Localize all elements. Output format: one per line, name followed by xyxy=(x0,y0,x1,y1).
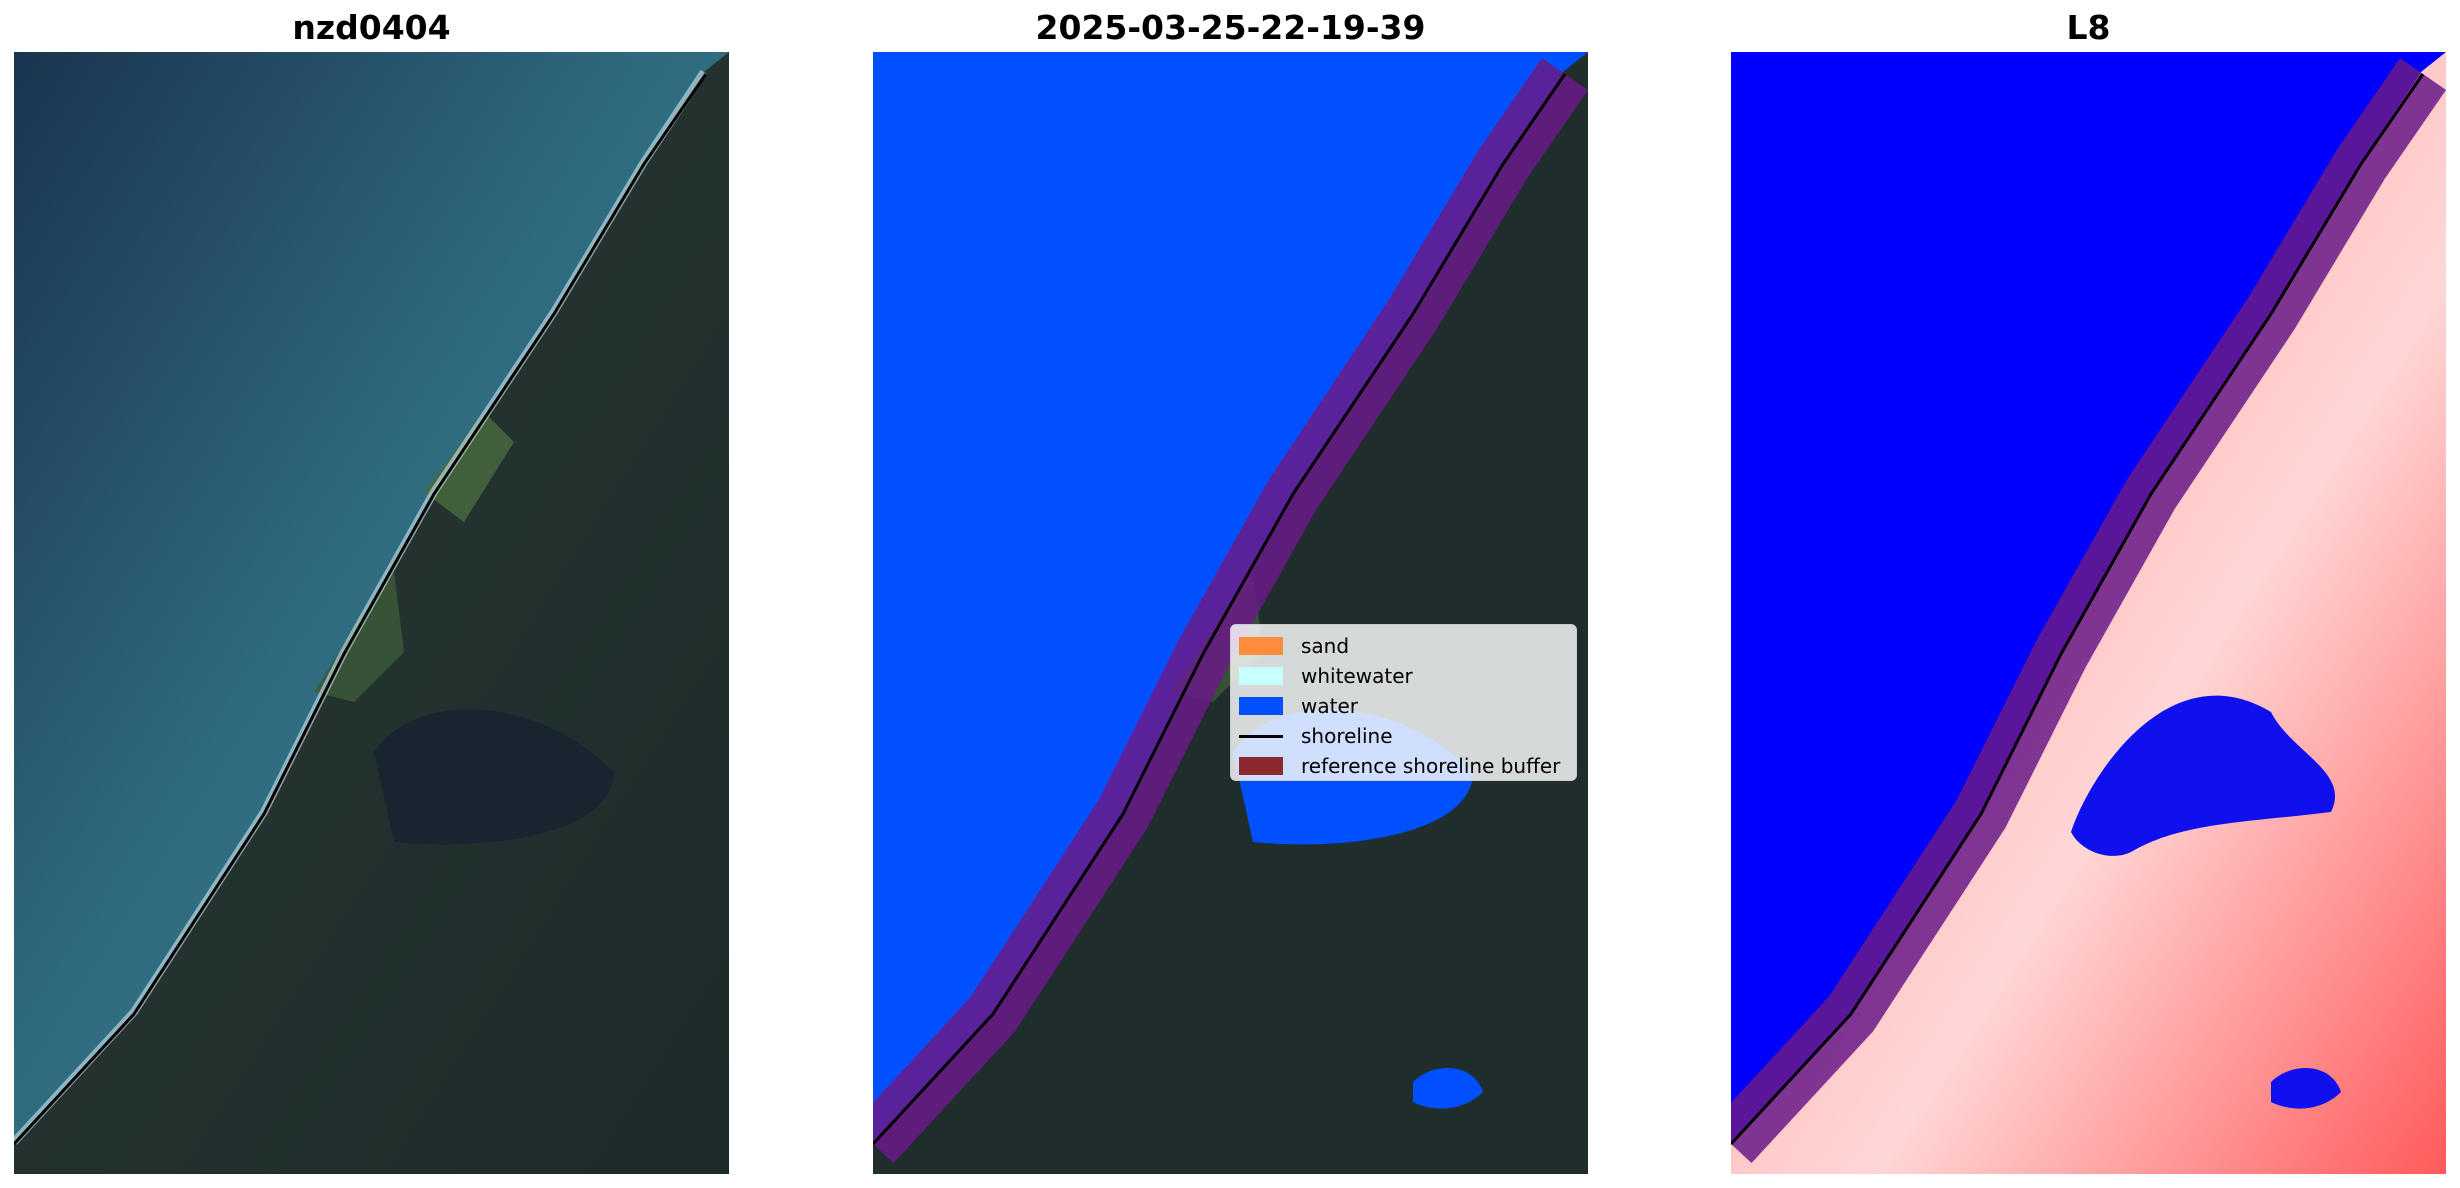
panel-rgb: nzd0404 xyxy=(14,0,729,1188)
legend-swatch-shoreline xyxy=(1239,734,1283,738)
panel-index: L8 xyxy=(1731,0,2446,1188)
legend-item-shoreline: shoreline xyxy=(1239,721,1568,751)
legend-label: reference shoreline buffer xyxy=(1301,754,1561,778)
legend-label: shoreline xyxy=(1301,724,1393,748)
panel-title: 2025-03-25-22-19-39 xyxy=(1035,8,1426,47)
legend-swatch-reference-buffer xyxy=(1239,757,1283,775)
legend-item-reference-buffer: reference shoreline buffer xyxy=(1239,751,1568,781)
panel-title: L8 xyxy=(2066,8,2111,47)
legend-label: sand xyxy=(1301,634,1350,658)
legend-label: water xyxy=(1301,694,1358,718)
legend-item-sand: sand xyxy=(1239,631,1568,661)
legend-label: whitewater xyxy=(1301,664,1413,688)
index-image xyxy=(1731,52,2446,1174)
panel-classified: 2025-03-25-22-19-39 xyxy=(873,0,1588,1188)
panel-title: nzd0404 xyxy=(292,8,451,47)
classified-image xyxy=(873,52,1588,1174)
legend-swatch-whitewater xyxy=(1239,667,1283,685)
legend-swatch-water xyxy=(1239,697,1283,715)
legend: sand whitewater water shoreline referenc… xyxy=(1230,624,1577,781)
legend-item-water: water xyxy=(1239,691,1568,721)
legend-swatch-sand xyxy=(1239,637,1283,655)
legend-item-whitewater: whitewater xyxy=(1239,661,1568,691)
satellite-image-rgb xyxy=(14,52,729,1174)
